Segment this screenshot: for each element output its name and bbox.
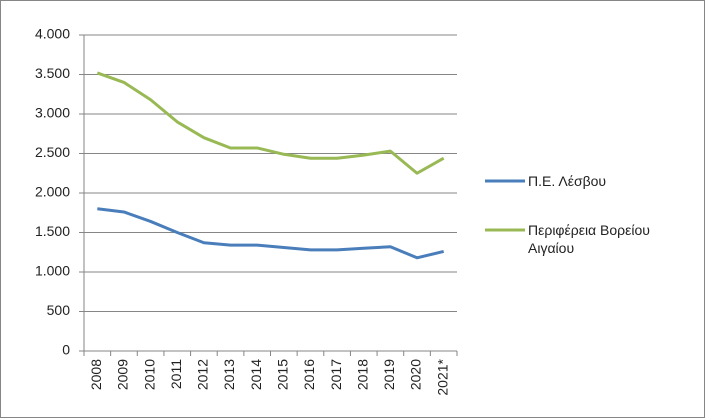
series-line [97, 207, 445, 260]
x-tick-label: 2010 [141, 359, 157, 390]
y-tick-label: 3.000 [35, 105, 70, 121]
y-tick-label: 2.000 [35, 184, 70, 200]
x-tick-label: 2011 [168, 359, 184, 389]
x-tick-label: 2021* [434, 358, 450, 395]
x-tick-label: 2012 [195, 359, 211, 390]
x-tick-label: 2020 [408, 359, 424, 390]
x-tick-label: 2009 [115, 359, 131, 390]
y-tick-label: 2.500 [35, 144, 70, 160]
y-tick-label: 1.500 [35, 223, 70, 239]
series-line [96, 71, 445, 175]
x-tick-label: 2018 [354, 359, 370, 390]
y-tick-label: 1.000 [35, 263, 70, 279]
x-tick-label: 2015 [275, 359, 291, 390]
x-tick-label: 2013 [221, 359, 237, 390]
x-tick-label: 2016 [301, 359, 317, 390]
y-tick-label: 3.500 [35, 65, 70, 81]
legend-label: Π.Ε. Λέσβου [528, 173, 607, 189]
y-tick-label: 0 [62, 342, 70, 358]
x-tick-label: 2008 [88, 359, 104, 390]
x-tick-label: 2019 [381, 359, 397, 390]
y-tick-label: 500 [47, 302, 71, 318]
x-tick-label: 2017 [328, 359, 344, 390]
legend-label: Περιφέρεια Βορείου Αιγαίου [528, 222, 650, 256]
x-tick-label: 2014 [248, 359, 264, 390]
y-tick-label: 4.000 [35, 26, 70, 42]
